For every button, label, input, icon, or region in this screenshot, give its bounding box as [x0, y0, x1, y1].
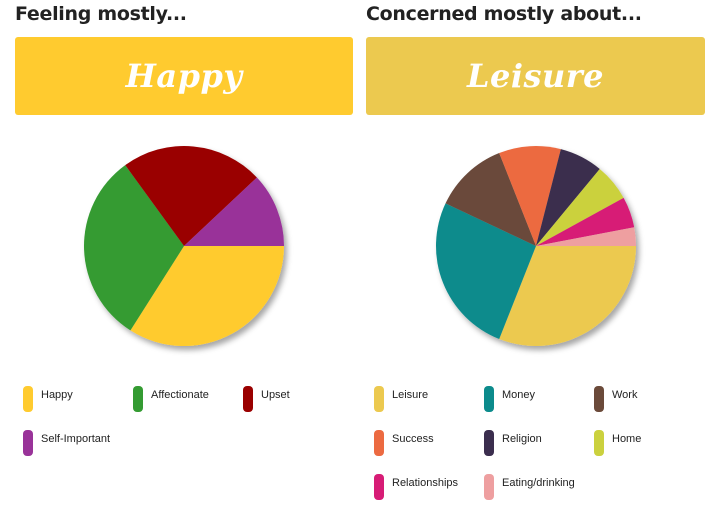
feeling-banner-text: Happy: [125, 57, 243, 95]
pie-slice-money[interactable]: [435, 203, 536, 339]
pie-slice-home[interactable]: [535, 168, 624, 246]
legend-label: Money: [502, 389, 536, 401]
legend-item-relationships[interactable]: Relationships: [374, 474, 458, 500]
legend-swatch: [23, 386, 33, 412]
legend-label: Affectionate: [151, 389, 209, 401]
concern-pie-chart: [435, 146, 636, 346]
legend-swatch: [484, 386, 494, 412]
legend-swatch: [374, 430, 384, 456]
legend-item-leisure[interactable]: Leisure: [374, 386, 428, 412]
legend-label: Work: [612, 389, 638, 401]
pie-slice-religion[interactable]: [535, 149, 600, 246]
legend-swatch: [133, 386, 143, 412]
legend-item-home[interactable]: Home: [594, 430, 641, 456]
legend-swatch: [484, 474, 494, 500]
legend-swatch: [594, 386, 604, 412]
legend-swatch: [374, 386, 384, 412]
legend-label: Happy: [41, 389, 73, 401]
concern-banner: Leisure: [366, 37, 705, 115]
legend-label: Relationships: [392, 477, 459, 489]
legend-label: Success: [392, 433, 434, 445]
pie-slice-self-important[interactable]: [184, 177, 284, 246]
legend-item-happy[interactable]: Happy: [23, 386, 73, 412]
feeling-pie-chart: [83, 146, 284, 346]
pie-slice-happy[interactable]: [130, 246, 284, 346]
legend-item-money[interactable]: Money: [484, 386, 535, 412]
legend-label: Leisure: [392, 389, 429, 401]
legend-item-eating-drinking[interactable]: Eating/drinking: [484, 474, 575, 500]
feeling-banner: Happy: [15, 37, 353, 115]
legend-swatch: [374, 474, 384, 500]
pie-slice-upset[interactable]: [125, 146, 257, 246]
legend-swatch: [23, 430, 33, 456]
pie-slice-affectionate[interactable]: [83, 165, 184, 331]
pie-slices: [83, 146, 284, 346]
legend-swatch: [243, 386, 253, 412]
legend-label: Upset: [261, 389, 290, 401]
concern-heading: Concerned mostly about...: [366, 3, 642, 25]
pie-slice-success[interactable]: [498, 146, 561, 246]
pie-slices: [435, 146, 636, 346]
legend-swatch: [594, 430, 604, 456]
legend-label: Religion: [502, 433, 542, 445]
pie-slice-eating-drinking[interactable]: [535, 227, 636, 246]
legend-label: Home: [612, 433, 642, 445]
pie-slice-leisure[interactable]: [498, 246, 636, 346]
legend-item-success[interactable]: Success: [374, 430, 434, 456]
feeling-panel: Feeling mostly... Happy Happy Affectionat…: [15, 0, 353, 512]
legend-item-religion[interactable]: Religion: [484, 430, 542, 456]
legend-label: Self-Important: [41, 433, 111, 445]
pie-slice-relationships[interactable]: [535, 197, 634, 246]
legend-item-affectionate[interactable]: Affectionate: [133, 386, 209, 412]
legend-swatch: [484, 430, 494, 456]
concern-panel: Concerned mostly about... Leisure Leisur…: [366, 0, 705, 512]
legend-item-self-important[interactable]: Self-Important: [23, 430, 110, 456]
concern-banner-text: Leisure: [466, 57, 604, 95]
legend-label: Eating/drinking: [502, 477, 575, 489]
legend-item-work[interactable]: Work: [594, 386, 637, 412]
legend-item-upset[interactable]: Upset: [243, 386, 290, 412]
pie-slice-work[interactable]: [445, 153, 536, 246]
feeling-heading: Feeling mostly...: [15, 3, 187, 25]
